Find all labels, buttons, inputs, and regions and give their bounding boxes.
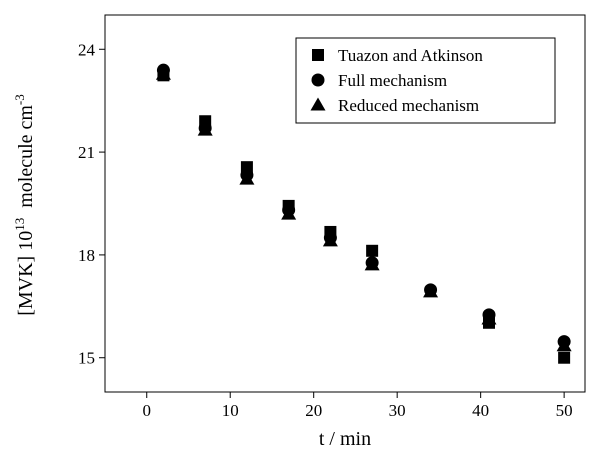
legend: Tuazon and Atkinson Full mechanism Reduced… bbox=[295, 37, 556, 124]
y-label-part: molecule cm bbox=[15, 105, 37, 218]
y-label-sup: -3 bbox=[12, 94, 27, 105]
triangle-marker bbox=[423, 284, 439, 298]
x-tick-label: 30 bbox=[389, 401, 406, 420]
legend-label: Full mechanism bbox=[338, 71, 447, 90]
y-label-sup: 13 bbox=[12, 218, 27, 231]
square-marker bbox=[312, 49, 324, 61]
square-marker bbox=[558, 351, 571, 364]
triangle-marker bbox=[239, 171, 255, 185]
legend-label: Tuazon and Atkinson bbox=[338, 46, 483, 65]
triangle-marker bbox=[364, 257, 380, 271]
x-tick-label: 50 bbox=[556, 401, 573, 420]
triangle-marker bbox=[310, 97, 326, 111]
y-axis-label: [MVK] 1013 molecule cm-3 bbox=[12, 94, 37, 316]
x-tick-label: 0 bbox=[142, 401, 151, 420]
triangle-marker bbox=[155, 66, 171, 80]
triangle-marker bbox=[281, 206, 297, 220]
x-axis-label: t / min bbox=[319, 428, 371, 450]
x-tick-label: 20 bbox=[305, 401, 322, 420]
legend-label: Reduced mechanism bbox=[338, 96, 479, 115]
triangle-marker bbox=[481, 311, 497, 325]
triangle-marker bbox=[322, 233, 338, 247]
y-tick-label: 15 bbox=[78, 349, 95, 368]
y-tick-label: 18 bbox=[78, 246, 95, 265]
triangle-marker bbox=[556, 338, 572, 352]
plot-frame bbox=[104, 14, 586, 393]
square-marker bbox=[366, 244, 379, 257]
x-tick-label: 40 bbox=[472, 401, 489, 420]
x-tick-label: 10 bbox=[222, 401, 239, 420]
legend-box bbox=[295, 37, 556, 124]
y-label-part: [MVK] 10 bbox=[15, 231, 37, 316]
y-tick-label: 21 bbox=[78, 143, 95, 162]
circle-marker bbox=[311, 73, 325, 87]
y-tick-label: 24 bbox=[78, 40, 96, 59]
triangle-marker bbox=[197, 122, 213, 136]
